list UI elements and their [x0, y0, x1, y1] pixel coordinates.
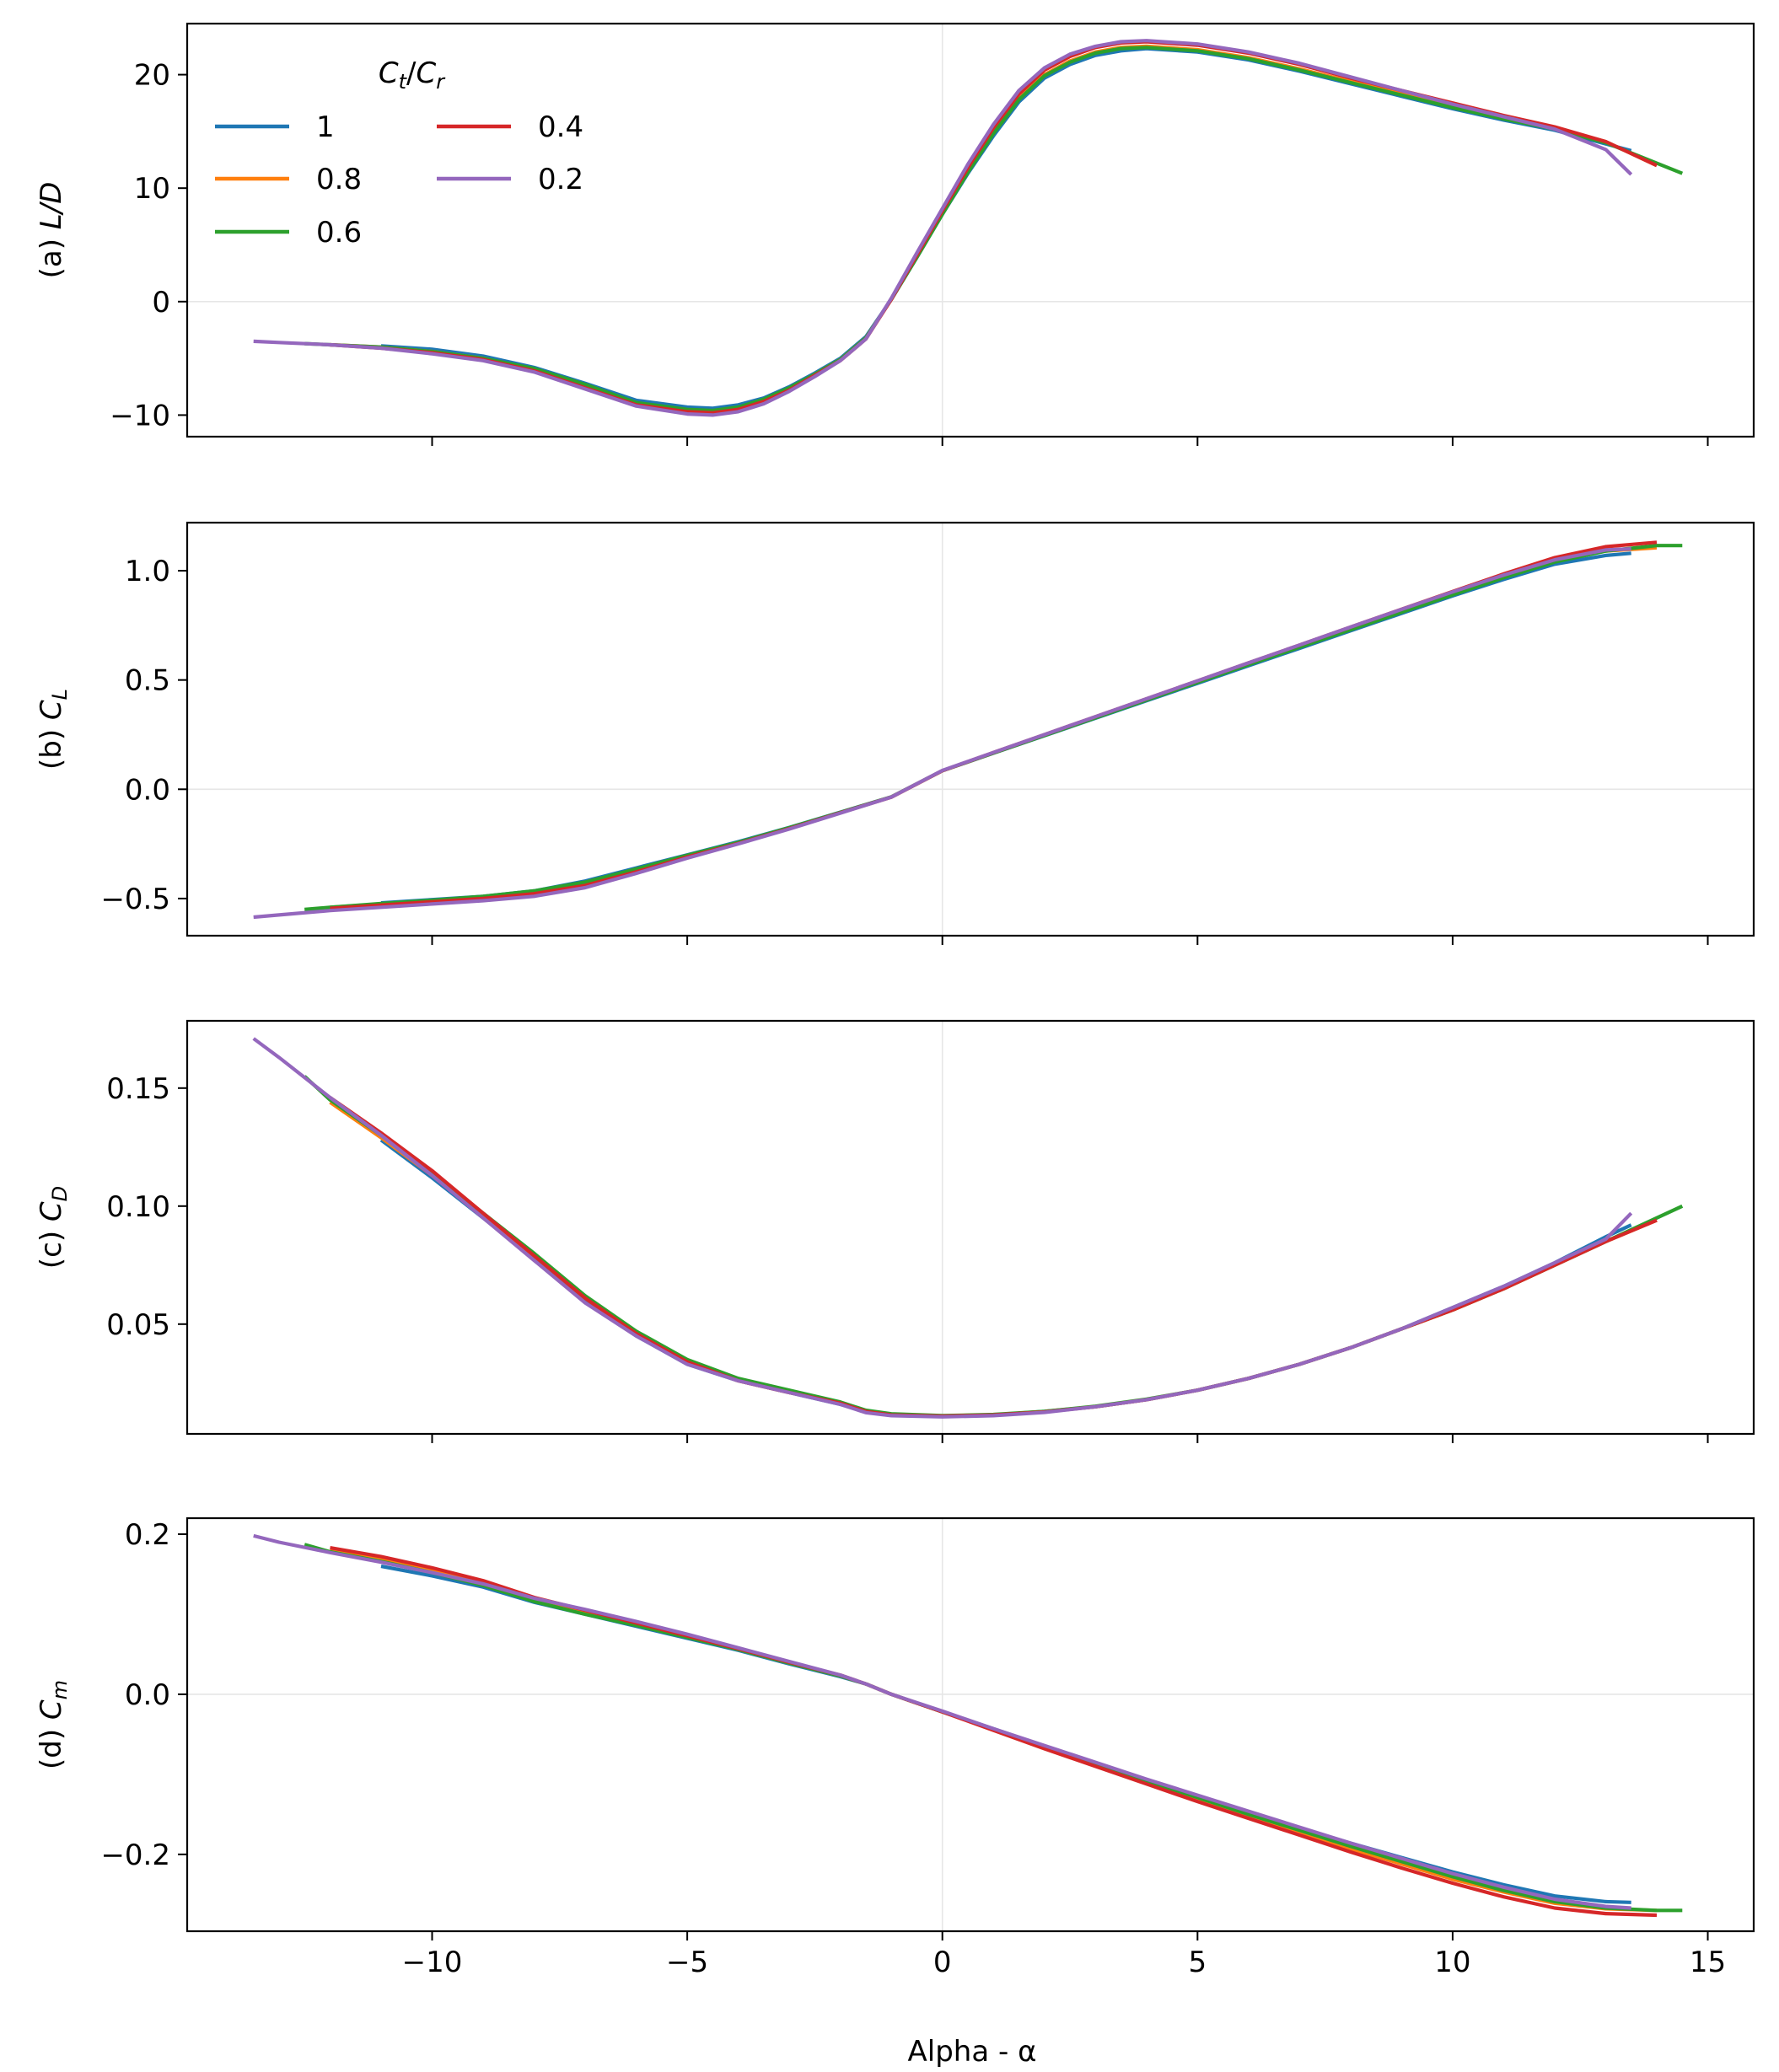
subplot-2: −0.5 0.0 0.5 1.0 (b) CL: [35, 521, 1755, 945]
y-tick-label: 0.10: [106, 1190, 170, 1224]
series-group: [253, 39, 1684, 417]
y-tick-label: 0.2: [125, 1518, 170, 1552]
y-axis-label: (b) CL: [35, 689, 72, 770]
series-line-0.2: [252, 1037, 1633, 1419]
y-tick-label: −10: [110, 399, 170, 432]
legend-label: 1: [316, 110, 335, 144]
series-line-0.6: [304, 46, 1684, 413]
y-tick-label: 0.05: [106, 1308, 170, 1342]
y-axis-label: (a) L/D: [35, 182, 68, 279]
series-line-0.2: [253, 39, 1633, 417]
y-tick-label: 0.0: [125, 1678, 170, 1712]
series-group: [253, 1533, 1683, 1918]
legend-label: 0.2: [538, 163, 583, 196]
x-tick-label: 15: [1690, 1946, 1726, 1979]
x-tick-label: −5: [666, 1946, 708, 1979]
axes-frame: [185, 1019, 1755, 1436]
y-tick-label: −0.2: [100, 1838, 170, 1872]
legend-title: Ct/Cr: [379, 56, 446, 94]
x-tick-label: 0: [933, 1946, 952, 1979]
y-tick-label: 10: [134, 172, 170, 206]
legend-label: 0.8: [316, 163, 362, 196]
legend: Ct/Cr 1 0.8 0.6 0.4 0.2: [215, 56, 583, 250]
axes-frame: [185, 1516, 1755, 1933]
legend-label: 0.4: [538, 110, 583, 144]
y-tick-label: 0.0: [125, 773, 170, 807]
series-group: [253, 540, 1683, 920]
x-axis-label: Alpha - α: [908, 2035, 1037, 2069]
subplot-3: 0.05 0.10 0.15 (c) CD: [35, 1019, 1755, 1443]
y-axis-label: (c) CD: [35, 1186, 72, 1269]
x-tick-label: 10: [1434, 1946, 1470, 1979]
series-group: [252, 1037, 1684, 1419]
axes-frame: [185, 521, 1755, 937]
x-tick-label: −10: [402, 1946, 463, 1979]
y-tick-label: 1.0: [125, 555, 170, 588]
y-tick-label: 20: [134, 59, 170, 93]
series-line-0.2: [253, 1533, 1631, 1910]
axes-frame: [185, 22, 1755, 438]
subplot-4: −10 −5 0 5 10 15 −0.2 0.0 0.2 (d) Cm: [35, 1516, 1755, 1979]
y-tick-label: 0: [152, 286, 170, 319]
y-axis-label: (d) Cm: [35, 1680, 72, 1769]
subplot-1: −10 0 10 20 (a) L/D: [35, 22, 1755, 446]
x-tick-label: 5: [1188, 1946, 1207, 1979]
y-tick-label: 0.15: [106, 1072, 170, 1106]
y-tick-label: 0.5: [125, 664, 170, 698]
legend-label: 0.6: [316, 216, 362, 250]
y-tick-label: −0.5: [100, 883, 170, 916]
series-line-0.2: [253, 547, 1631, 920]
